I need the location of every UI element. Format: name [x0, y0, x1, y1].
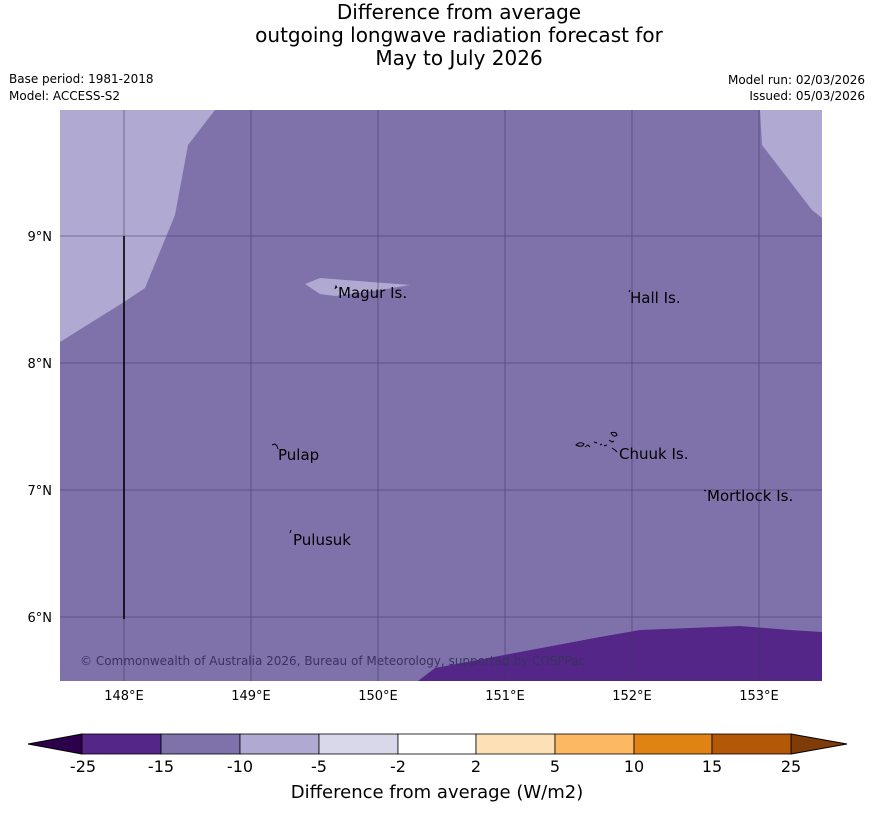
- colorbar-segment-neg2-2: [397, 733, 477, 755]
- colorbar-tick: 5: [550, 757, 560, 776]
- model-run: Model run: 02/03/2026: [727, 73, 865, 87]
- colorbar-segment-15-25: [711, 733, 792, 755]
- colorbar-tick: 15: [702, 757, 722, 776]
- map-field: [60, 110, 822, 681]
- island-pulusuk: [289, 529, 292, 534]
- island-magur: [334, 284, 338, 290]
- lon-label-153: 153°E: [739, 689, 779, 704]
- island-markers: [271, 284, 707, 534]
- forecast-map: Magur Is. Hall Is. Pulap Chuuk Is. Mortl…: [28, 110, 822, 704]
- colorbar-segment-neg5-neg2: [318, 733, 399, 755]
- colorbar-tick: -25: [70, 757, 96, 776]
- lat-label-8: 8°N: [28, 357, 53, 372]
- colorbar-tick: -2: [390, 757, 406, 776]
- base-period: Base period: 1981-2018: [9, 72, 154, 86]
- colorbar-tick: 2: [471, 757, 481, 776]
- lon-label-148: 148°E: [104, 689, 144, 704]
- title-line-2: outgoing longwave radiation forecast for: [255, 23, 663, 47]
- colorbar-label: Difference from average (W/m2): [291, 782, 583, 803]
- model-name: Model: ACCESS-S2: [9, 89, 121, 103]
- lat-label-6: 6°N: [28, 611, 53, 626]
- region-dark-south: [418, 626, 822, 681]
- colorbar-segment-10-15: [633, 733, 713, 755]
- place-label-chuuk: Chuuk Is.: [619, 445, 688, 463]
- colorbar-tick: -15: [148, 757, 174, 776]
- colorbar-tick: 10: [624, 757, 644, 776]
- place-label-mortlock: Mortlock Is.: [707, 487, 793, 505]
- lon-label-151: 151°E: [485, 689, 525, 704]
- colorbar-extend-high: [790, 733, 848, 755]
- island-mortlock: [703, 489, 707, 492]
- lon-label-150: 150°E: [358, 689, 398, 704]
- place-label-pulusuk: Pulusuk: [293, 531, 351, 549]
- island-chuuk: [575, 431, 618, 453]
- island-hall: [628, 289, 631, 293]
- title-line-3: May to July 2026: [375, 46, 543, 70]
- island-pulap: [271, 443, 279, 450]
- place-label-pulap: Pulap: [278, 446, 319, 464]
- colorbar-segment-neg10-neg5: [239, 733, 320, 755]
- colorbar-segment-2-5: [475, 733, 556, 755]
- place-label-magur: Magur Is.: [338, 284, 407, 302]
- region-light-northwest: [60, 110, 215, 342]
- colorbar-segment-neg25-neg15: [81, 733, 162, 755]
- lat-label-7: 7°N: [28, 484, 53, 499]
- colorbar-segment-neg15-neg10: [160, 733, 241, 755]
- region-light-magur: [305, 278, 410, 296]
- copyright-notice: © Commonwealth of Australia 2026, Bureau…: [80, 654, 585, 668]
- region-light-northeast: [760, 110, 822, 218]
- title-line-1: Difference from average: [336, 0, 582, 24]
- issued-date: Issued: 05/03/2026: [749, 89, 865, 103]
- place-label-hall: Hall Is.: [630, 289, 681, 307]
- colorbar-tick: 25: [781, 757, 801, 776]
- colorbar-tick: -10: [227, 757, 253, 776]
- lat-label-9: 9°N: [28, 230, 53, 245]
- lon-label-152: 152°E: [612, 689, 652, 704]
- colorbar-tick: -5: [311, 757, 327, 776]
- colorbar-extend-low: [27, 733, 83, 755]
- lon-label-149: 149°E: [231, 689, 271, 704]
- colorbar-segment-5-10: [554, 733, 635, 755]
